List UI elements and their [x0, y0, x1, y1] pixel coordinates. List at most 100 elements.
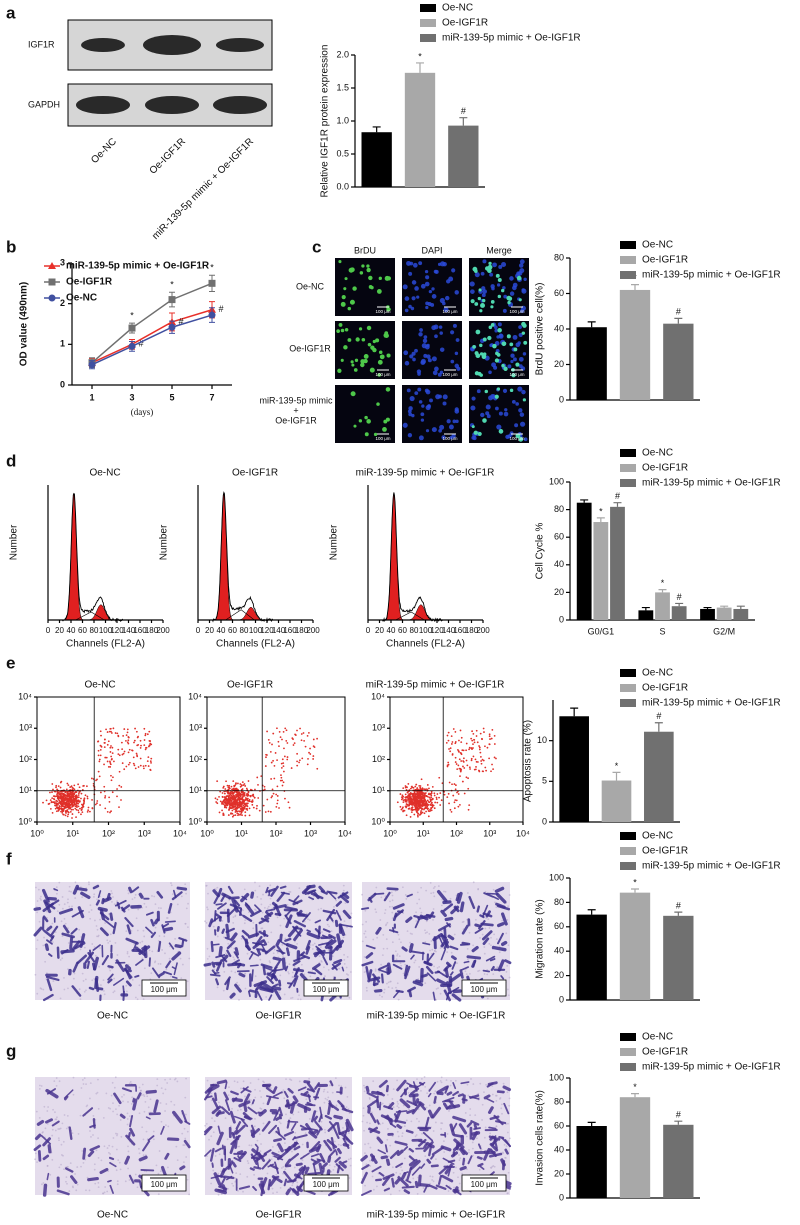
nucleus-dapi — [416, 296, 419, 299]
event-dot — [467, 777, 469, 779]
event-dot — [465, 749, 467, 751]
x-axis-label: Channels (FL2-A) — [216, 639, 295, 650]
legend-label: Oe-IGF1R — [642, 255, 688, 266]
membrane-pore — [174, 1079, 176, 1081]
membrane-pore — [207, 958, 209, 960]
membrane-pore — [236, 982, 238, 984]
stained-cell — [96, 979, 98, 990]
event-dot — [419, 788, 421, 790]
membrane-pore — [294, 1132, 296, 1134]
nucleus-brdu — [387, 353, 391, 357]
stained-cell — [129, 1133, 130, 1137]
legend-label: Oe-NC — [642, 448, 673, 459]
membrane-pore — [400, 941, 402, 943]
membrane-pore — [117, 954, 119, 956]
event-dot — [61, 812, 63, 814]
nucleus-dapi — [519, 357, 524, 362]
membrane-pore — [117, 1180, 119, 1182]
event-dot — [413, 814, 415, 816]
event-dot — [107, 761, 109, 763]
event-dot — [71, 802, 73, 804]
membrane-pore — [362, 924, 364, 926]
event-dot — [312, 755, 314, 757]
bar — [663, 324, 693, 400]
event-dot — [450, 809, 452, 811]
event-dot — [51, 801, 53, 803]
event-dot — [427, 784, 429, 786]
membrane-pore — [345, 902, 347, 904]
event-dot — [276, 727, 278, 729]
event-dot — [113, 761, 115, 763]
membrane-pore — [217, 1173, 219, 1175]
membrane-pore — [110, 933, 112, 935]
bar — [577, 1126, 607, 1198]
membrane-pore — [161, 1087, 163, 1089]
event-dot — [246, 805, 248, 807]
membrane-pore — [66, 1128, 68, 1130]
membrane-pore — [464, 970, 466, 972]
membrane-pore — [104, 993, 106, 995]
blot-label: IGF1R — [28, 39, 55, 49]
membrane-pore — [391, 912, 393, 914]
stained-cell — [394, 914, 396, 920]
stained-cell — [47, 945, 48, 949]
x-tick-label: G2/M — [713, 626, 735, 636]
membrane-pore — [390, 981, 392, 983]
stained-cell — [103, 899, 104, 902]
stained-cell — [476, 925, 480, 926]
x-tick-label: S — [659, 626, 665, 636]
nucleus-brdu — [471, 299, 475, 303]
membrane-pore — [211, 1117, 213, 1119]
event-dot — [231, 786, 233, 788]
stained-cell — [47, 1174, 48, 1180]
membrane-pore — [160, 1102, 162, 1104]
event-dot — [473, 739, 475, 741]
membrane-pore — [334, 1141, 336, 1143]
panel-label: g — [6, 1041, 16, 1060]
membrane-pore — [56, 893, 58, 895]
membrane-pore — [163, 935, 165, 937]
event-dot — [469, 768, 471, 770]
event-dot — [52, 812, 54, 814]
x-tick-label: 200 — [476, 626, 490, 635]
membrane-pore — [287, 971, 289, 973]
panel-label: c — [312, 237, 321, 256]
event-dot — [292, 738, 294, 740]
membrane-pore — [85, 989, 87, 991]
event-dot — [239, 814, 241, 816]
panel-label: d — [6, 451, 16, 470]
membrane-pore — [413, 962, 415, 964]
membrane-pore — [350, 1158, 352, 1160]
membrane-pore — [186, 907, 188, 909]
nucleus-dapi — [510, 291, 514, 295]
event-dot — [99, 759, 101, 761]
event-dot — [405, 807, 407, 809]
membrane-pore — [291, 1184, 293, 1186]
membrane-pore — [483, 946, 485, 948]
nucleus-dapi — [421, 359, 426, 364]
membrane-pore — [217, 987, 219, 989]
legend-label: Oe-NC — [642, 668, 673, 679]
event-dot — [454, 807, 456, 809]
row-label: miR-139-5p mimic — [259, 395, 333, 405]
y-tick-label: 1 — [60, 339, 65, 349]
membrane-pore — [287, 904, 289, 906]
membrane-pore — [143, 903, 145, 905]
nucleus-brdu — [379, 277, 382, 280]
x-tick-label: 0 — [366, 626, 371, 635]
membrane-pore — [251, 1145, 253, 1147]
nucleus-dapi — [419, 328, 423, 332]
event-dot — [487, 747, 489, 749]
membrane-pore — [206, 922, 208, 924]
error-bar — [655, 723, 663, 732]
membrane-pore — [103, 1117, 105, 1119]
nucleus-dapi — [519, 263, 524, 268]
event-dot — [235, 814, 237, 816]
marker — [49, 295, 56, 302]
event-dot — [49, 792, 51, 794]
event-dot — [108, 766, 110, 768]
membrane-pore — [95, 1093, 97, 1095]
membrane-pore — [150, 1098, 152, 1100]
event-dot — [472, 733, 474, 735]
event-dot — [419, 802, 421, 804]
